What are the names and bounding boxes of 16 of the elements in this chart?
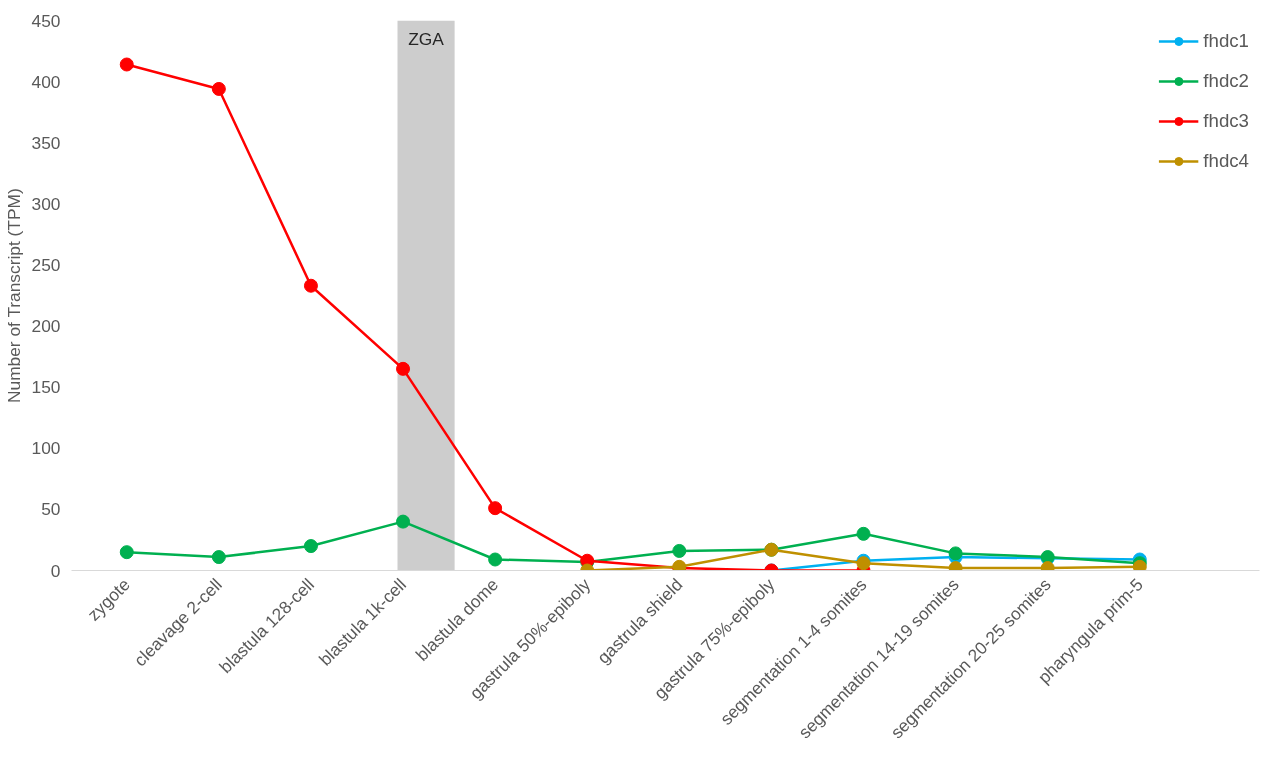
legend-label: fhdc1 xyxy=(1203,30,1249,52)
legend-label: fhdc3 xyxy=(1203,110,1249,132)
y-tick-label: 300 xyxy=(31,193,61,214)
y-tick-label: 0 xyxy=(50,560,61,581)
y-tick-label: 50 xyxy=(41,499,61,520)
legend-label: fhdc2 xyxy=(1203,70,1249,92)
y-tick-label: 350 xyxy=(31,132,61,153)
y-tick-label: 250 xyxy=(31,254,61,275)
band-label: ZGA xyxy=(408,28,445,49)
y-tick-label: 450 xyxy=(31,10,61,31)
y-tick-label: 200 xyxy=(31,316,61,337)
legend-label: fhdc4 xyxy=(1203,150,1249,172)
y-tick-label: 100 xyxy=(31,438,61,459)
y-tick-label: 400 xyxy=(31,71,61,92)
y-axis-title: Number of Transcript (TPM) xyxy=(3,188,24,404)
y-tick-label: 150 xyxy=(31,377,61,398)
